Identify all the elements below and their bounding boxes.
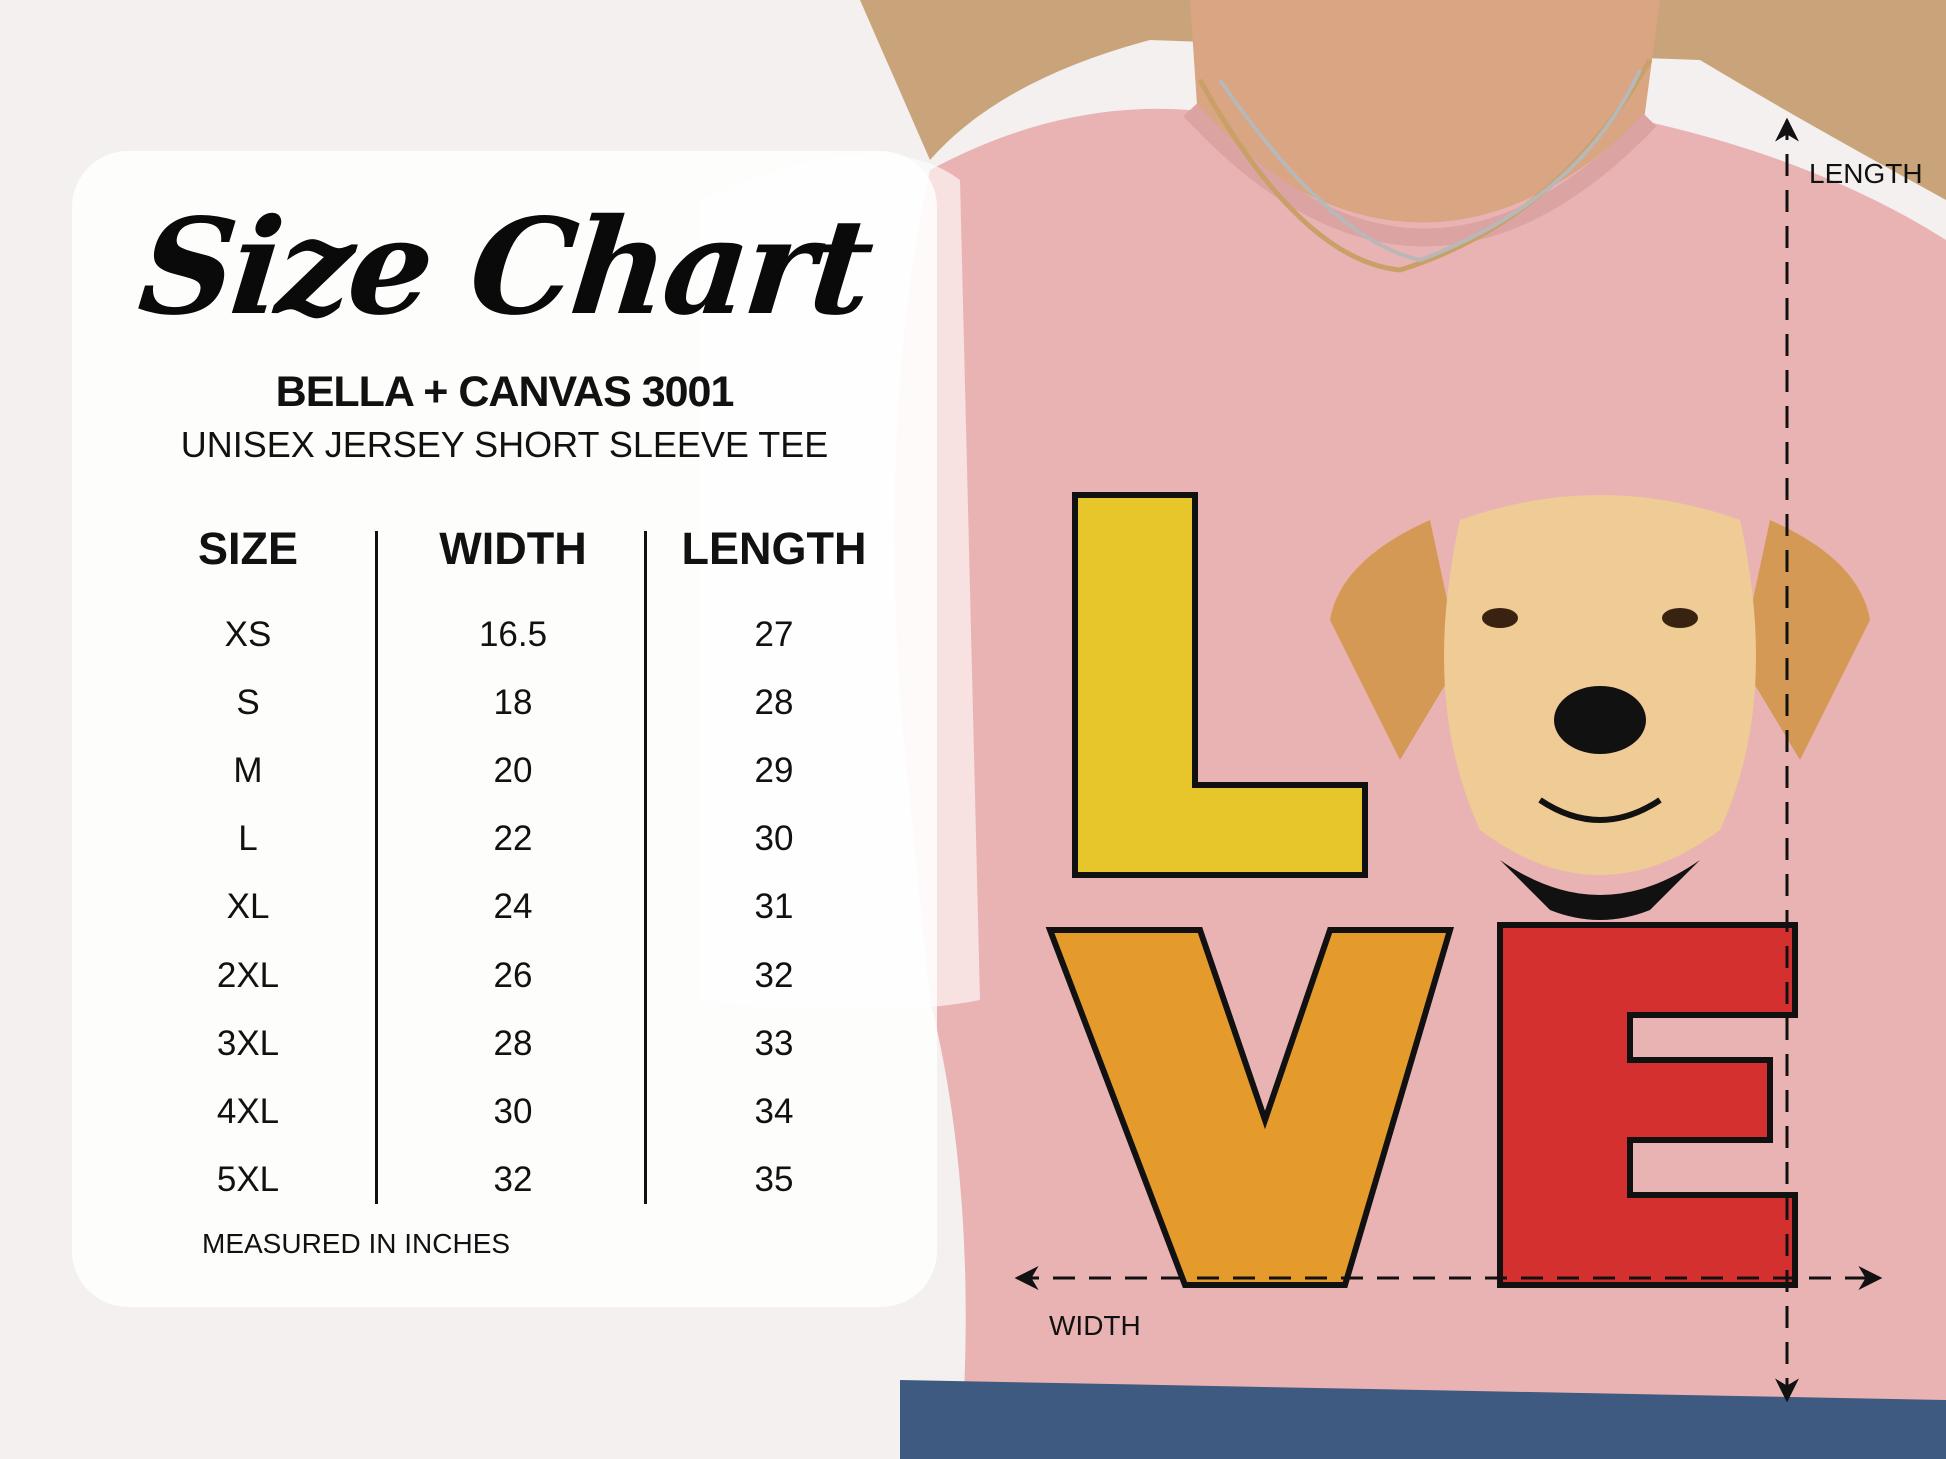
- length-cell: 35: [754, 1159, 794, 1199]
- size-chart-title: Size Chart: [132, 190, 877, 345]
- size-cell: 4XL: [216, 1091, 280, 1131]
- column-divider: [644, 531, 647, 1204]
- length-cell: 28: [754, 683, 794, 723]
- width-cell: 24: [493, 887, 533, 927]
- column-header-width: WIDTH: [439, 523, 587, 574]
- column-header-size: SIZE: [197, 523, 299, 574]
- size-cell: 5XL: [216, 1159, 280, 1199]
- hair: [860, 0, 1946, 200]
- units-note: MEASURED IN INCHES: [202, 1228, 511, 1259]
- length-cell: 33: [754, 1023, 794, 1063]
- length-cell: 29: [754, 751, 794, 791]
- length-cell: 32: [754, 955, 794, 995]
- size-cell: S: [236, 683, 260, 723]
- length-cell: 30: [754, 819, 794, 859]
- column-header-length: LENGTH: [681, 523, 867, 574]
- size-cell: 2XL: [216, 955, 280, 995]
- length-cell: 27: [754, 615, 794, 654]
- length-cell: 34: [754, 1091, 794, 1131]
- brand-model: BELLA + CANVAS 3001: [275, 368, 735, 416]
- width-cell: 28: [493, 1023, 533, 1063]
- neck: [1190, 0, 1660, 235]
- length-label: LENGTH: [1809, 158, 1923, 189]
- width-cell: 18: [493, 683, 533, 723]
- collar: [1183, 103, 1657, 247]
- letter-e: [1497, 922, 1798, 1288]
- width-cell: 22: [493, 819, 533, 859]
- jeans: [900, 1380, 1946, 1459]
- size-cell: XL: [226, 887, 270, 927]
- size-chart-card: [72, 151, 937, 1307]
- size-cell: L: [238, 819, 258, 859]
- product-name: UNISEX JERSEY SHORT SLEEVE TEE: [180, 424, 829, 465]
- width-cell: 30: [493, 1091, 533, 1131]
- width-cell: 32: [493, 1159, 533, 1199]
- width-label: WIDTH: [1049, 1310, 1141, 1341]
- width-cell: 16.5: [478, 615, 548, 654]
- width-cell: 20: [493, 751, 533, 791]
- size-cell: 3XL: [216, 1023, 280, 1063]
- letter-l: [1072, 492, 1368, 878]
- size-cell: M: [233, 751, 263, 791]
- width-cell: 26: [493, 955, 533, 995]
- dog-head: [1330, 495, 1870, 920]
- size-cell: XS: [224, 615, 272, 654]
- length-cell: 31: [754, 887, 794, 927]
- column-divider: [375, 531, 378, 1204]
